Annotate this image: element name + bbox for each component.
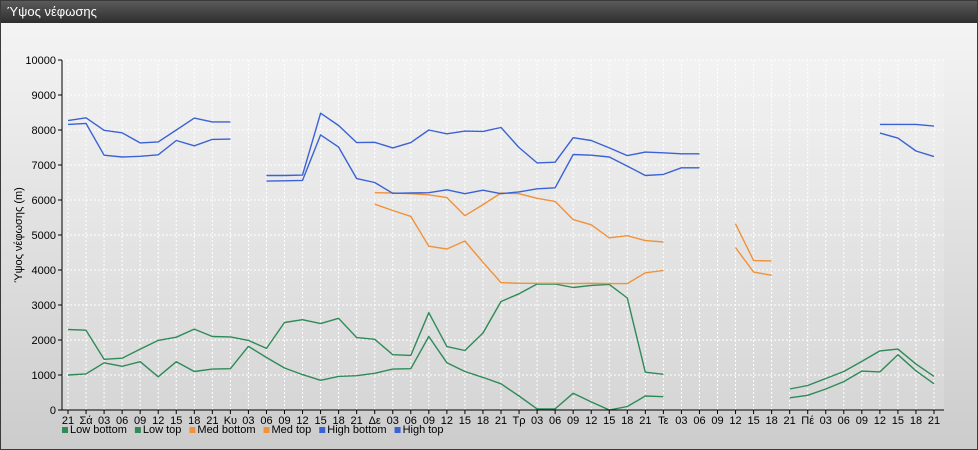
x-tick-label: 06 xyxy=(838,415,850,427)
window-title: Ύψος νέφωσης xyxy=(1,1,977,23)
x-tick-label: 18 xyxy=(621,415,633,427)
x-tick-label: 06 xyxy=(260,415,272,427)
legend-swatch xyxy=(263,427,270,433)
x-tick-label: 09 xyxy=(134,415,146,427)
plot-background xyxy=(1,23,977,449)
x-tick-label: Σά xyxy=(79,415,93,427)
series-line-med-top xyxy=(374,192,772,262)
x-tick-label: 09 xyxy=(567,415,579,427)
x-tick-label: 18 xyxy=(910,415,922,427)
x-tick-label: 15 xyxy=(747,415,759,427)
x-tick-label: 09 xyxy=(711,415,723,427)
y-tick-label: 8000 xyxy=(32,125,56,137)
x-tick-label: Κυ xyxy=(224,415,237,427)
x-tick-label: 09 xyxy=(856,415,868,427)
legend-label: High bottom xyxy=(327,424,386,436)
x-tick-label: 06 xyxy=(116,415,128,427)
series-line-low-top xyxy=(67,283,935,390)
x-tick-label: 21 xyxy=(639,415,651,427)
legend-swatch xyxy=(134,427,141,433)
x-tick-label: 15 xyxy=(314,415,326,427)
x-tick-label: 03 xyxy=(675,415,687,427)
x-tick-label: Τρ xyxy=(513,415,526,427)
y-tick-label: 0 xyxy=(50,405,56,417)
series-line-high-bottom xyxy=(67,122,935,195)
series-line-high-top xyxy=(67,112,935,177)
x-tick-label: 18 xyxy=(477,415,489,427)
legend-label: Low bottom xyxy=(70,424,127,436)
legend: Low bottom Low top Med bottom Med top High b… xyxy=(62,424,444,436)
x-tick-label: 21 xyxy=(495,415,507,427)
y-tick-label: 4000 xyxy=(32,265,56,277)
x-tick-label: 21 xyxy=(351,415,363,427)
legend-label: High top xyxy=(403,424,444,436)
x-tick-label: 12 xyxy=(441,415,453,427)
x-tick-label: 06 xyxy=(549,415,561,427)
y-tick-label: 6000 xyxy=(32,195,56,207)
x-tick-label: 18 xyxy=(333,415,345,427)
x-tick-label: 15 xyxy=(603,415,615,427)
x-tick-label: 03 xyxy=(820,415,832,427)
series-line-med-bottom xyxy=(374,203,772,285)
x-tick-label: 12 xyxy=(585,415,597,427)
x-tick-label: 15 xyxy=(170,415,182,427)
x-axis-ticks: 21 Σά 03 06 09 12 15 18 21 Κυ 03 06 09 12 15 18 21 Δε 03 06… xyxy=(62,410,940,427)
x-tick-label: 12 xyxy=(874,415,886,427)
legend-swatch xyxy=(189,427,196,433)
y-tick-label: 1000 xyxy=(32,370,56,382)
x-tick-label: Τε xyxy=(658,415,669,427)
y-tick-label: 2000 xyxy=(32,335,56,347)
legend-label: Med top xyxy=(272,424,312,436)
x-tick-label: 09 xyxy=(278,415,290,427)
x-tick-label: 03 xyxy=(98,415,110,427)
x-tick-label: 12 xyxy=(152,415,164,427)
x-tick-label: 12 xyxy=(296,415,308,427)
x-tick-label: 21 xyxy=(928,415,940,427)
grid-lines xyxy=(62,59,944,411)
legend-swatch xyxy=(62,427,68,433)
y-tick-label: 5000 xyxy=(32,230,56,242)
x-tick-label: 03 xyxy=(531,415,543,427)
legend-swatch xyxy=(319,427,326,433)
y-tick-label: 9000 xyxy=(32,90,56,102)
x-tick-label: 21 xyxy=(206,415,218,427)
x-tick-label: 06 xyxy=(693,415,705,427)
x-tick-label: 06 xyxy=(405,415,417,427)
y-tick-label: 3000 xyxy=(32,300,56,312)
legend-swatch xyxy=(394,427,401,433)
y-axis-ticks: 0 1000 2000 3000 4000 5000 6000 7000 8000 9000 100… xyxy=(25,55,62,417)
x-tick-label: 09 xyxy=(423,415,435,427)
x-tick-label: 18 xyxy=(766,415,778,427)
x-tick-label: 18 xyxy=(188,415,200,427)
legend-label: Low top xyxy=(143,424,182,436)
y-tick-label: 7000 xyxy=(32,160,56,172)
y-tick-label: 10000 xyxy=(25,55,56,67)
x-tick-label: 12 xyxy=(729,415,741,427)
x-tick-label: 03 xyxy=(242,415,254,427)
x-tick-label: Δε xyxy=(369,415,381,427)
legend-label: Med bottom xyxy=(197,424,255,436)
x-tick-label: 03 xyxy=(387,415,399,427)
y-axis-label: Ύψος νέφωσης (m) xyxy=(13,187,25,283)
x-tick-label: 21 xyxy=(62,415,74,427)
x-tick-label: 21 xyxy=(784,415,796,427)
x-tick-label: Πέ xyxy=(801,415,814,427)
series-line-low-bottom xyxy=(67,335,935,411)
x-tick-label: 15 xyxy=(892,415,904,427)
x-tick-label: 15 xyxy=(459,415,471,427)
series-lines xyxy=(67,112,935,411)
